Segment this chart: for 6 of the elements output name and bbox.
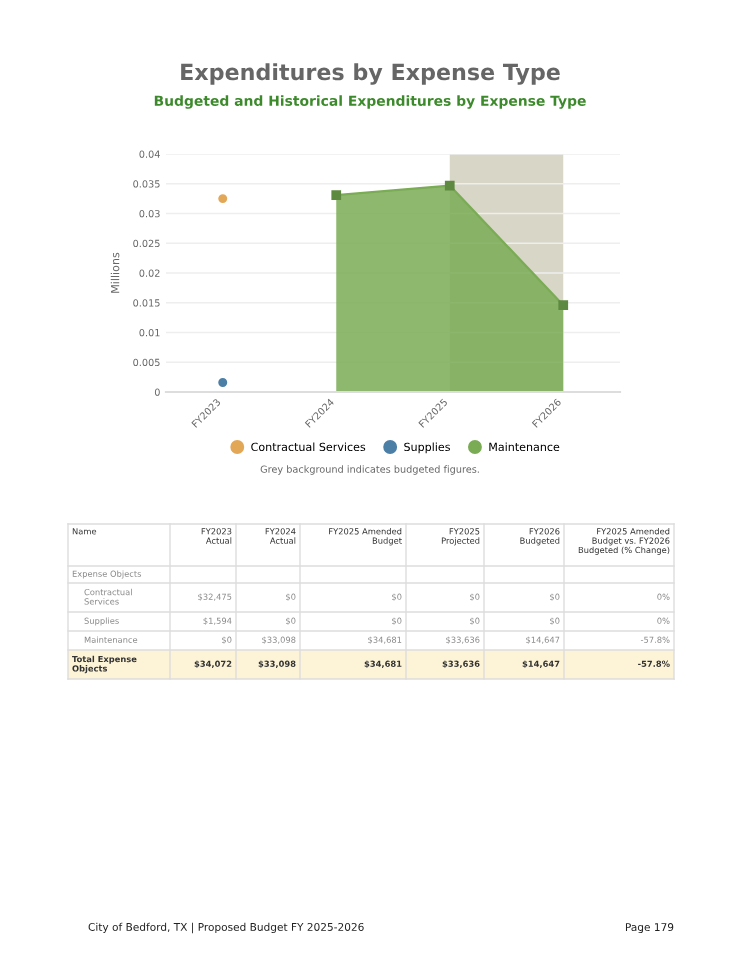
point xyxy=(218,377,228,387)
point xyxy=(331,190,342,200)
point xyxy=(218,194,228,204)
point xyxy=(558,300,569,310)
chart-title: Expenditures by Expense Type xyxy=(181,63,560,85)
point xyxy=(444,180,455,191)
